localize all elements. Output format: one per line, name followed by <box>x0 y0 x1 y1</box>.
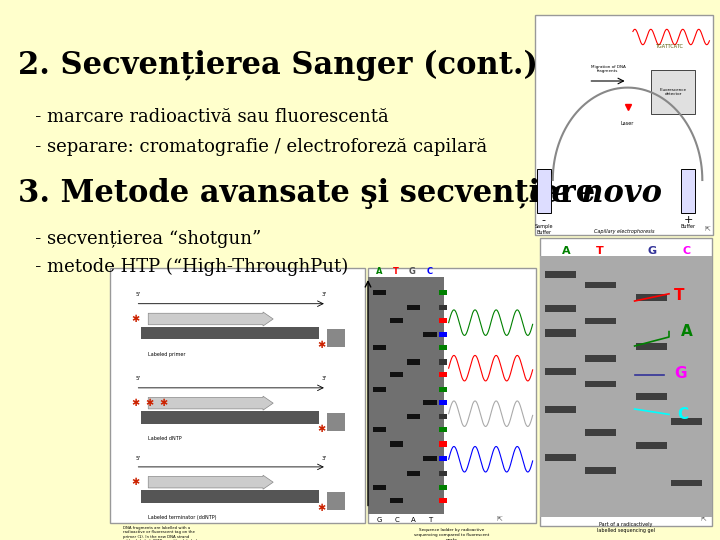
Text: - secvențierea “shotgun”: - secvențierea “shotgun” <box>18 230 261 248</box>
Text: - marcare radioactivă sau fluorescentă: - marcare radioactivă sau fluorescentă <box>18 108 389 126</box>
Text: 3. Metode avansate şi secvențiere: 3. Metode avansate şi secvențiere <box>18 178 606 209</box>
Bar <box>368 268 536 523</box>
Text: 2. Secvențierea Sanger (cont.): 2. Secvențierea Sanger (cont.) <box>18 50 538 81</box>
Text: ⇱: ⇱ <box>496 516 502 522</box>
Bar <box>540 238 712 526</box>
Text: de novo: de novo <box>530 178 662 209</box>
Bar <box>535 15 713 235</box>
Text: - separare: cromatografie / electroforeză capilară: - separare: cromatografie / electroforez… <box>18 138 487 156</box>
Bar <box>110 268 365 523</box>
Text: - metode HTP (“High-ThroughPut): - metode HTP (“High-ThroughPut) <box>18 258 348 276</box>
Text: ⇱: ⇱ <box>700 516 706 522</box>
Text: ⇱: ⇱ <box>704 226 710 232</box>
